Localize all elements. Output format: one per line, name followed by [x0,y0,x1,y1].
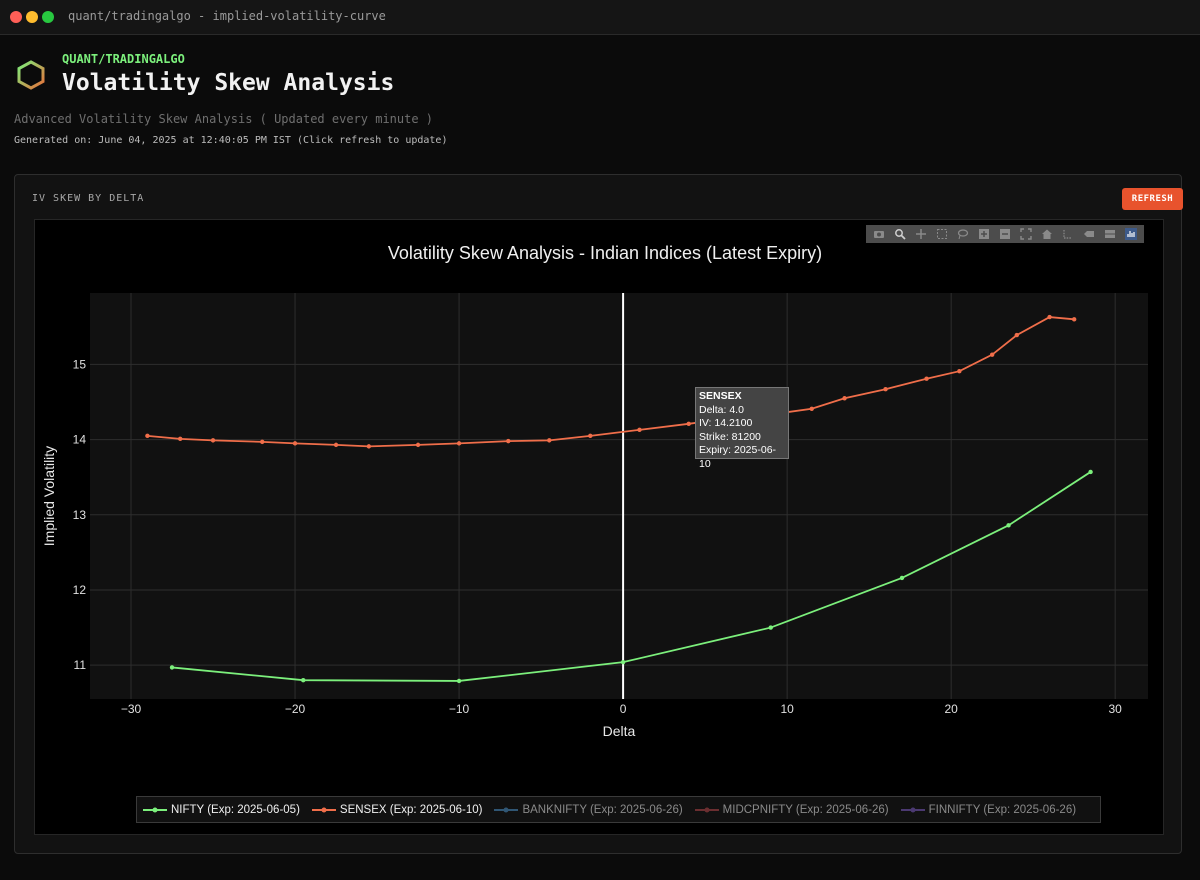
legend-swatch-icon [694,807,719,812]
pan-icon[interactable] [914,228,927,241]
legend-swatch-icon [900,807,925,812]
data-point [547,438,552,443]
box-select-icon[interactable] [935,228,948,241]
y-tick-label: 12 [73,583,87,597]
plotly-logo-icon[interactable] [1125,228,1138,241]
maximize-window-button[interactable] [42,11,54,23]
x-tick-label: 0 [620,702,627,716]
data-point [333,442,339,448]
series-line [171,471,1092,682]
y-tick-label: 13 [73,508,87,522]
page-subtitle: Advanced Volatility Skew Analysis ( Upda… [14,112,434,126]
data-point [924,376,929,381]
data-point [1071,317,1077,322]
x-tick-label: −30 [121,702,142,716]
data-point [686,421,691,427]
x-tick-label: 10 [780,702,794,716]
data-point [456,678,462,684]
legend-item[interactable]: FINNIFTY (Exp: 2025-06-26) [900,803,1077,816]
data-point [957,368,962,374]
tick-labels: −30 −20 −10 0 10 20 30 11 12 13 14 15 [73,357,1123,716]
data-point [637,427,642,433]
data-point [301,678,306,683]
legend-item[interactable]: NIFTY (Exp: 2025-06-05) [143,804,300,816]
refresh-button[interactable]: REFRESH [1122,188,1183,210]
brand-label: QUANT/TRADINGALGO [62,52,185,66]
data-point [899,575,905,581]
data-point [145,433,150,439]
legend-item[interactable]: BANKNIFTY (Exp: 2025-06-26) [494,803,683,816]
legend-item[interactable]: MIDCPNIFTY (Exp: 2025-06-26) [694,803,889,816]
legend-label: NIFTY (Exp: 2025-06-05) [171,803,300,816]
grid-lines [90,293,1148,699]
data-point [1047,314,1052,320]
tooltip-iv: IV: 14.2100 [699,417,753,429]
data-point [366,444,372,449]
window-title: quant/tradingalgo - implied-volatility-c… [68,9,386,23]
chart-title: Volatility Skew Analysis - Indian Indice… [388,243,822,263]
data-point [768,625,773,630]
minimize-window-button[interactable] [26,11,38,23]
tooltip-series: SENSEX [699,390,742,402]
page-title: Volatility Skew Analysis [62,70,395,96]
data-point [506,438,511,444]
legend-label: BANKNIFTY (Exp: 2025-06-26) [522,803,683,816]
x-tick-label: 20 [944,702,958,716]
data-point [260,439,265,445]
data-point [989,352,995,357]
data-point [456,441,462,446]
legend-swatch-icon [494,807,519,812]
y-tick-label: 11 [74,658,87,672]
tooltip-expiry: Expiry: 2025-06-10 [699,444,777,470]
data-point [1006,523,1011,528]
y-tick-label: 14 [73,433,87,447]
zoom-in-icon[interactable] [977,228,990,241]
data-point [210,438,216,443]
legend-label: MIDCPNIFTY (Exp: 2025-06-26) [722,803,889,816]
y-tick-label: 15 [73,357,87,371]
autoscale-icon[interactable] [1019,228,1032,241]
data-point [1014,332,1019,338]
tooltip-strike: Strike: 81200 [699,430,761,443]
x-tick-label: 30 [1109,702,1123,716]
data-point [169,665,175,670]
hexagon-logo-icon [17,60,45,90]
close-window-button[interactable] [10,11,22,23]
data-point [292,441,298,446]
spike-lines-icon[interactable] [1062,228,1075,241]
lasso-icon[interactable] [956,228,969,241]
legend-swatch-icon [311,807,336,812]
data-point [620,659,626,665]
chart-modebar [866,225,1144,243]
data-point [1088,469,1093,475]
zoom-out-icon[interactable] [998,228,1011,241]
data-point [588,433,593,439]
x-tick-label: −10 [449,702,470,716]
y-axis-label: Implied Volatility [41,446,57,546]
tooltip-delta: Delta: 4.0 [699,403,744,416]
generated-timestamp: Generated on: June 04, 2025 at 12:40:05 … [14,135,448,146]
hover-compare-icon[interactable] [1104,228,1117,241]
plot-area [90,293,1148,699]
panel-label: IV SKEW BY DELTA [32,193,145,204]
data-point [178,436,183,442]
zoom-icon[interactable] [893,228,906,241]
home-icon[interactable] [1041,228,1054,241]
legend-label: SENSEX (Exp: 2025-06-10) [339,803,483,816]
data-point [415,442,421,448]
hover-closest-icon[interactable] [1083,228,1096,241]
window-titlebar: quant/tradingalgo - implied-volatility-c… [0,0,1200,35]
data-point [842,396,847,401]
hover-tooltip: SENSEX Delta: 4.0 IV: 14.2100 Strike: 81… [695,387,789,470]
chart-legend: NIFTY (Exp: 2025-06-05) SENSEX (Exp: 2025… [136,796,1101,823]
legend-item[interactable]: SENSEX (Exp: 2025-06-10) [311,803,483,816]
data-point [883,387,888,392]
x-tick-label: −20 [285,702,306,716]
legend-swatch-icon [143,807,167,812]
x-axis-label: Delta [603,723,636,739]
camera-icon[interactable] [872,228,885,241]
legend-label: FINNIFTY (Exp: 2025-06-26) [928,803,1077,816]
data-point [809,406,814,411]
